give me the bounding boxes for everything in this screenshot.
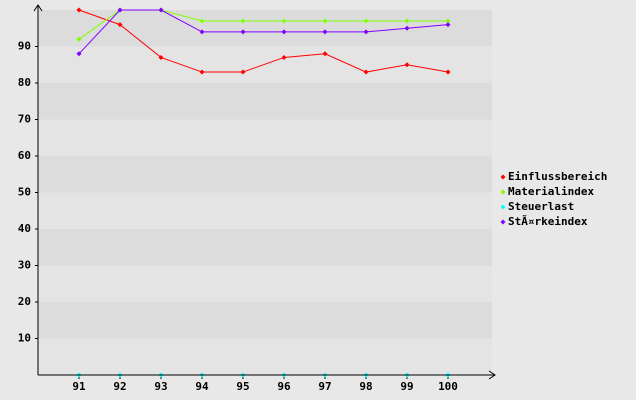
point [363,29,369,35]
point [404,18,410,24]
x-tick-label: 92 [113,380,126,393]
grid-band [38,156,492,193]
point [240,29,246,35]
grid-band [38,83,492,120]
x-tick-label: 98 [359,380,372,393]
point [158,54,164,60]
point [281,54,287,60]
point [322,29,328,35]
point [158,7,164,13]
point [117,22,123,28]
point [445,69,451,75]
point [76,7,82,13]
y-tick-label: 10 [18,332,31,345]
point [445,22,451,28]
y-tick-label: 90 [18,40,31,53]
y-tick-label: 50 [18,186,31,199]
y-tick-label: 70 [18,113,31,126]
legend-label: Einflussbereich [508,170,607,183]
y-tick-label: 40 [18,222,31,235]
bands [38,10,492,375]
point [404,25,410,31]
point [322,18,328,24]
series-line [78,9,449,55]
grid-band [38,46,492,83]
legend-label: Steuerlast [508,200,574,213]
x-tick-label: 91 [72,380,86,393]
point [240,18,246,24]
content: 10 20 30 40 50 60 70 80 90 91 92 93 94 95 96 97 98 99 100 E… [18,7,607,393]
legend-marker [500,174,506,180]
y-tick-label: 30 [18,259,31,272]
x-tick-label: 99 [400,380,413,393]
y-arrow [33,4,43,12]
legend-label: StÃ¤rkeindex [508,215,588,228]
grid-band [38,192,492,229]
legend-marker [500,189,506,195]
point [363,69,369,75]
point [117,7,123,13]
y-tick-label: 80 [18,76,31,89]
x-tick-label: 95 [236,380,249,393]
legend-marker [500,219,506,225]
point [281,29,287,35]
point [76,36,82,42]
point [199,29,205,35]
point [445,18,451,24]
point [363,18,369,24]
point [199,69,205,75]
series-line [78,9,449,73]
point [76,51,82,57]
x-tick-label: 94 [195,380,209,393]
legend-label: Materialindex [508,185,594,198]
point [199,18,205,24]
grid-band [38,302,492,339]
x-tick-label: 96 [277,380,291,393]
x-tick-label: 93 [154,380,167,393]
x-tick-label: 97 [318,380,331,393]
legend-marker [500,204,506,210]
x-tick-label: 100 [438,380,458,393]
grid-band [38,265,492,302]
x-arrow [488,370,496,380]
y-tick-label: 60 [18,149,31,162]
grid-band [38,338,492,375]
grid-band [38,119,492,156]
grid-band [38,229,492,266]
grid-band [38,10,492,47]
point [322,51,328,57]
point [240,69,246,75]
point [404,62,410,68]
y-tick-label: 20 [18,295,31,308]
point [281,18,287,24]
